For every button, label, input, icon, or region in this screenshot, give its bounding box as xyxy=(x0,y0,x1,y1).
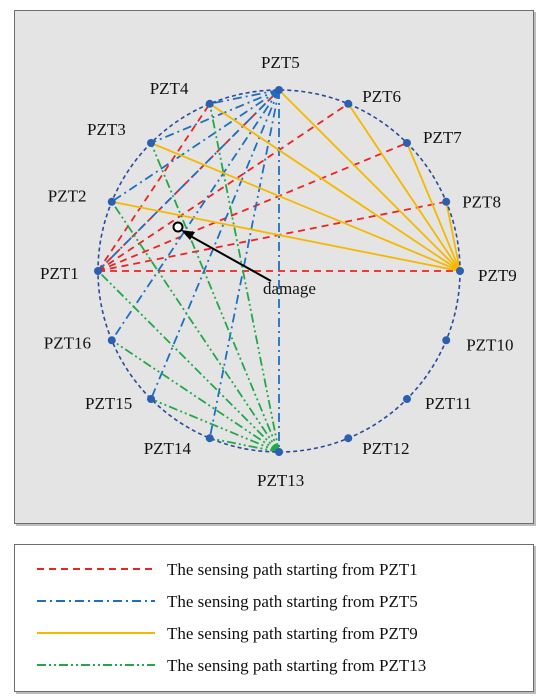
damage-arrow xyxy=(184,232,272,282)
sensing-path-pzt13-pzt3 xyxy=(150,142,280,453)
sensor-label-pzt6: PZT6 xyxy=(362,87,401,106)
sensor-label-pzt7: PZT7 xyxy=(423,128,462,147)
sensing-path-pzt13-pzt4 xyxy=(208,103,280,453)
sensing-path-pzt13-pzt2 xyxy=(111,201,280,453)
sensor-dot-pzt14 xyxy=(205,434,214,443)
sensing-path-pzt5-pzt16 xyxy=(111,89,280,341)
sensing-path-pzt5-pzt4 xyxy=(209,89,280,105)
damage-marker-group: damage xyxy=(172,221,316,298)
sensing-path-pzt13-pzt15 xyxy=(150,398,280,453)
sensor-dot-pzt11 xyxy=(402,394,411,403)
sensor-dot-pzt9 xyxy=(456,267,464,275)
sensing-path-pzt5-pzt14 xyxy=(208,89,280,439)
sensor-dot-pzt5 xyxy=(275,86,283,94)
sensing-path-pzt9-pzt2 xyxy=(111,200,461,272)
sensor-dot-pzt7 xyxy=(402,139,411,148)
sensors: PZT1 PZT2 PZT3 PZT4 PZT5 PZT6 PZT7 PZT8 PZT9 PZT1… xyxy=(40,53,517,490)
sensor-label-pzt9: PZT9 xyxy=(478,266,517,285)
sensor-label-pzt8: PZT8 xyxy=(462,193,501,212)
diagram-panel: PZT1 PZT2 PZT3 PZT4 PZT5 PZT6 PZT7 PZT8 PZT9 PZT1… xyxy=(14,10,534,524)
sensor-label-pzt15: PZT15 xyxy=(85,394,132,413)
sensor-dot-pzt8 xyxy=(442,197,451,206)
sensor-label-pzt2: PZT2 xyxy=(48,187,87,206)
legend-entry-3: The sensing path starting from PZT9 xyxy=(167,624,418,643)
sensor-label-pzt3: PZT3 xyxy=(87,120,126,139)
sensing-path-pzt9-pzt8 xyxy=(445,201,461,272)
sensing-path-pzt9-pzt4 xyxy=(209,103,461,272)
sensor-network-diagram: PZT1 PZT2 PZT3 PZT4 PZT5 PZT6 PZT7 PZT8 PZT9 PZT1… xyxy=(40,53,517,490)
sensor-label-pzt14: PZT14 xyxy=(144,439,192,458)
sensing-path-pzt9-pzt7 xyxy=(406,142,461,272)
legend-entry-4: The sensing path starting from PZT13 xyxy=(167,656,426,675)
sensing-path-pzt13-pzt1 xyxy=(97,270,280,453)
sensing-path-pzt9-pzt5 xyxy=(278,89,461,272)
sensor-label-pzt1: PZT1 xyxy=(40,264,79,283)
sensing-path-pzt13-pzt16 xyxy=(111,339,280,453)
sensor-dot-pzt16 xyxy=(107,336,116,345)
legend-entry-1: The sensing path starting from PZT1 xyxy=(167,560,418,579)
sensing-path-pzt9-pzt6 xyxy=(347,103,461,272)
sensor-label-pzt5: PZT5 xyxy=(261,53,300,72)
sensor-label-pzt16: PZT16 xyxy=(44,333,91,352)
sensor-label-pzt13: PZT13 xyxy=(257,471,304,490)
sensor-dot-pzt6 xyxy=(344,99,353,108)
sensor-dot-pzt10 xyxy=(442,336,451,345)
sensor-dot-pzt4 xyxy=(205,99,214,108)
sensor-dot-pzt15 xyxy=(147,394,156,403)
legend-panel: The sensing path starting from PZT1 The s… xyxy=(14,544,534,692)
damage-marker xyxy=(172,221,184,233)
sensor-dot-pzt12 xyxy=(344,434,353,443)
sensor-label-pzt11: PZT11 xyxy=(425,394,472,413)
damage-arrow-head xyxy=(181,230,195,240)
legend: The sensing path starting from PZT1 The s… xyxy=(37,560,426,675)
sensing-path-pzt9-pzt3 xyxy=(150,142,461,272)
legend-entry-2: The sensing path starting from PZT5 xyxy=(167,592,418,611)
sensor-dot-pzt13 xyxy=(275,448,283,456)
sensor-dot-pzt2 xyxy=(107,197,116,206)
sensing-path-pzt13-pzt14 xyxy=(209,437,280,453)
sensing-path-pzt5-pzt2 xyxy=(111,89,280,203)
sensing-paths xyxy=(97,89,461,453)
sensor-label-pzt10: PZT10 xyxy=(466,335,513,354)
damage-label: damage xyxy=(263,279,316,298)
sensor-dot-pzt1 xyxy=(94,267,102,275)
sensor-label-pzt12: PZT12 xyxy=(362,439,409,458)
sensing-path-pzt1-pzt6 xyxy=(97,103,349,272)
sensing-path-pzt1-pzt7 xyxy=(97,142,408,272)
sensor-label-pzt4: PZT4 xyxy=(150,79,189,98)
sensing-path-pzt1-pzt4 xyxy=(97,103,211,272)
sensor-dot-pzt3 xyxy=(147,139,156,148)
sensing-path-pzt5-pzt3 xyxy=(150,89,280,144)
sensing-path-pzt5-pzt1 xyxy=(97,89,280,272)
